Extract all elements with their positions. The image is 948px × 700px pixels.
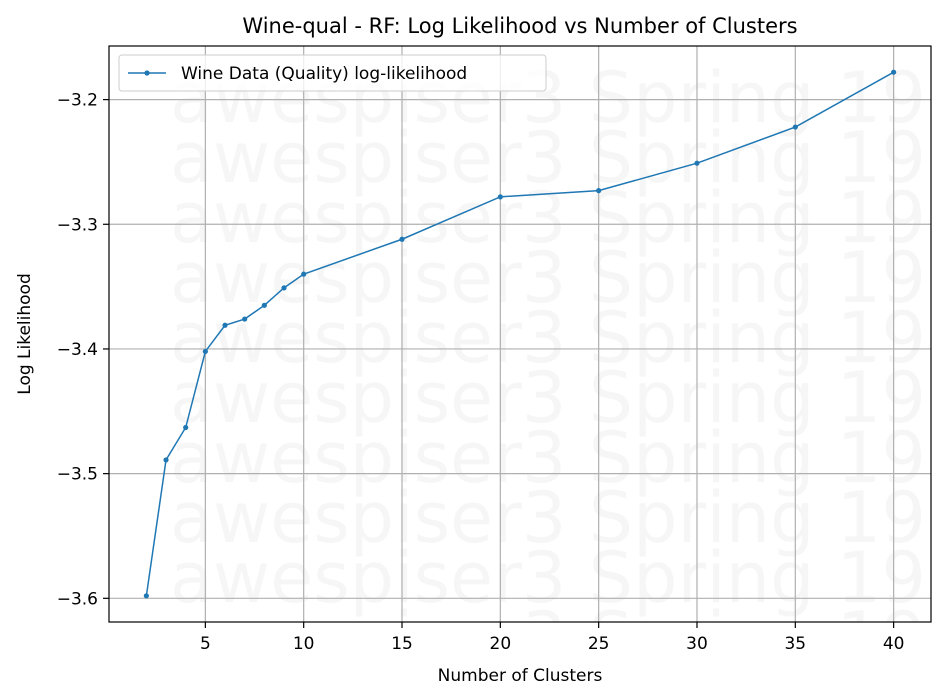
y-axis-label: Log Likelihood <box>15 273 35 394</box>
x-axis-label: Number of Clusters <box>438 666 603 686</box>
x-tick-label: 30 <box>686 634 708 654</box>
data-point <box>694 160 700 166</box>
data-point <box>596 188 602 194</box>
data-point <box>242 316 248 322</box>
data-point <box>163 457 169 463</box>
y-tick-label: −3.5 <box>57 465 98 485</box>
x-tick-label: 10 <box>293 634 315 654</box>
data-point <box>202 348 208 355</box>
legend-series-label: Wine Data (Quality) log-likelihood <box>181 64 467 84</box>
data-point <box>281 285 287 291</box>
x-tick-label: 35 <box>784 634 806 654</box>
legend-box <box>118 54 547 92</box>
data-point <box>143 593 149 599</box>
chart-title: Wine-qual - RF: Log Likelihood vs Number… <box>242 14 797 38</box>
x-tick-label: 40 <box>883 634 905 654</box>
x-tick-label: 25 <box>588 634 610 654</box>
data-point <box>222 322 228 328</box>
data-point <box>301 271 307 277</box>
axes-frame <box>108 45 932 623</box>
data-point <box>399 236 405 242</box>
data-point <box>891 69 897 75</box>
grid <box>109 46 931 622</box>
y-tick-label: −3.6 <box>57 589 98 609</box>
legend-series-marker <box>144 70 150 76</box>
x-tick-label: 15 <box>391 634 413 654</box>
data-point <box>792 124 798 130</box>
data-point <box>183 424 189 431</box>
plot-series <box>143 69 897 599</box>
data-point <box>261 302 267 308</box>
x-tick-label: 5 <box>200 634 211 654</box>
data-point <box>497 194 503 200</box>
y-tick-label: −3.4 <box>57 340 98 360</box>
x-tick-label: 20 <box>490 634 512 654</box>
ticks: 5 10 15 20 25 30 35 40 −3.6 −3.5 −3.4 −3.3 −3.2 <box>57 91 905 654</box>
y-tick-label: −3.2 <box>57 91 98 111</box>
legend: Wine Data (Quality) log-likelihood <box>118 54 547 92</box>
y-tick-label: −3.3 <box>57 215 98 235</box>
